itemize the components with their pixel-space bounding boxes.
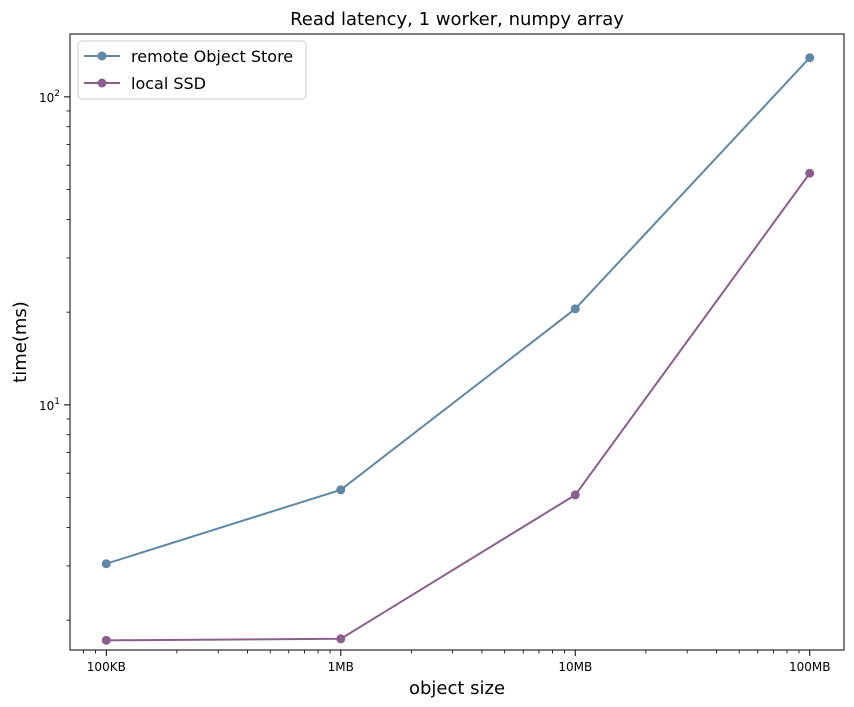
x-axis-label: object size — [409, 678, 505, 699]
data-point — [805, 53, 815, 63]
y-tick-base: 10 — [39, 91, 54, 105]
plot-frame — [69, 33, 845, 651]
data-point — [336, 485, 346, 495]
x-tick-label: 10MB — [558, 660, 592, 674]
y-axis-label: time(ms) — [10, 301, 31, 383]
data-point — [336, 634, 346, 644]
legend-label: local SSD — [131, 74, 206, 93]
y-tick-base: 10 — [39, 399, 54, 413]
data-point — [570, 304, 580, 314]
x-tick-label: 1MB — [328, 660, 354, 674]
series-line — [106, 172, 811, 642]
y-tick-label: 101 — [39, 397, 60, 413]
y-tick-label: 102 — [39, 89, 60, 105]
legend-box — [77, 40, 307, 100]
y-tick-exponent: 1 — [54, 397, 60, 407]
data-point — [101, 559, 111, 569]
x-tick-label: 100MB — [789, 660, 831, 674]
x-tick-label: 100KB — [87, 660, 126, 674]
y-tick-exponent: 2 — [54, 89, 60, 99]
legend-swatch-marker — [97, 78, 107, 88]
chart-title: Read latency, 1 worker, numpy array — [290, 9, 624, 30]
legend-swatch-marker — [97, 51, 107, 61]
series-line — [106, 57, 811, 565]
data-point — [805, 168, 815, 178]
data-point — [570, 490, 580, 500]
data-point — [101, 635, 111, 645]
legend: remote Object Store local SSD — [77, 40, 307, 100]
plot-area — [101, 53, 815, 645]
legend-label: remote Object Store — [131, 47, 293, 66]
